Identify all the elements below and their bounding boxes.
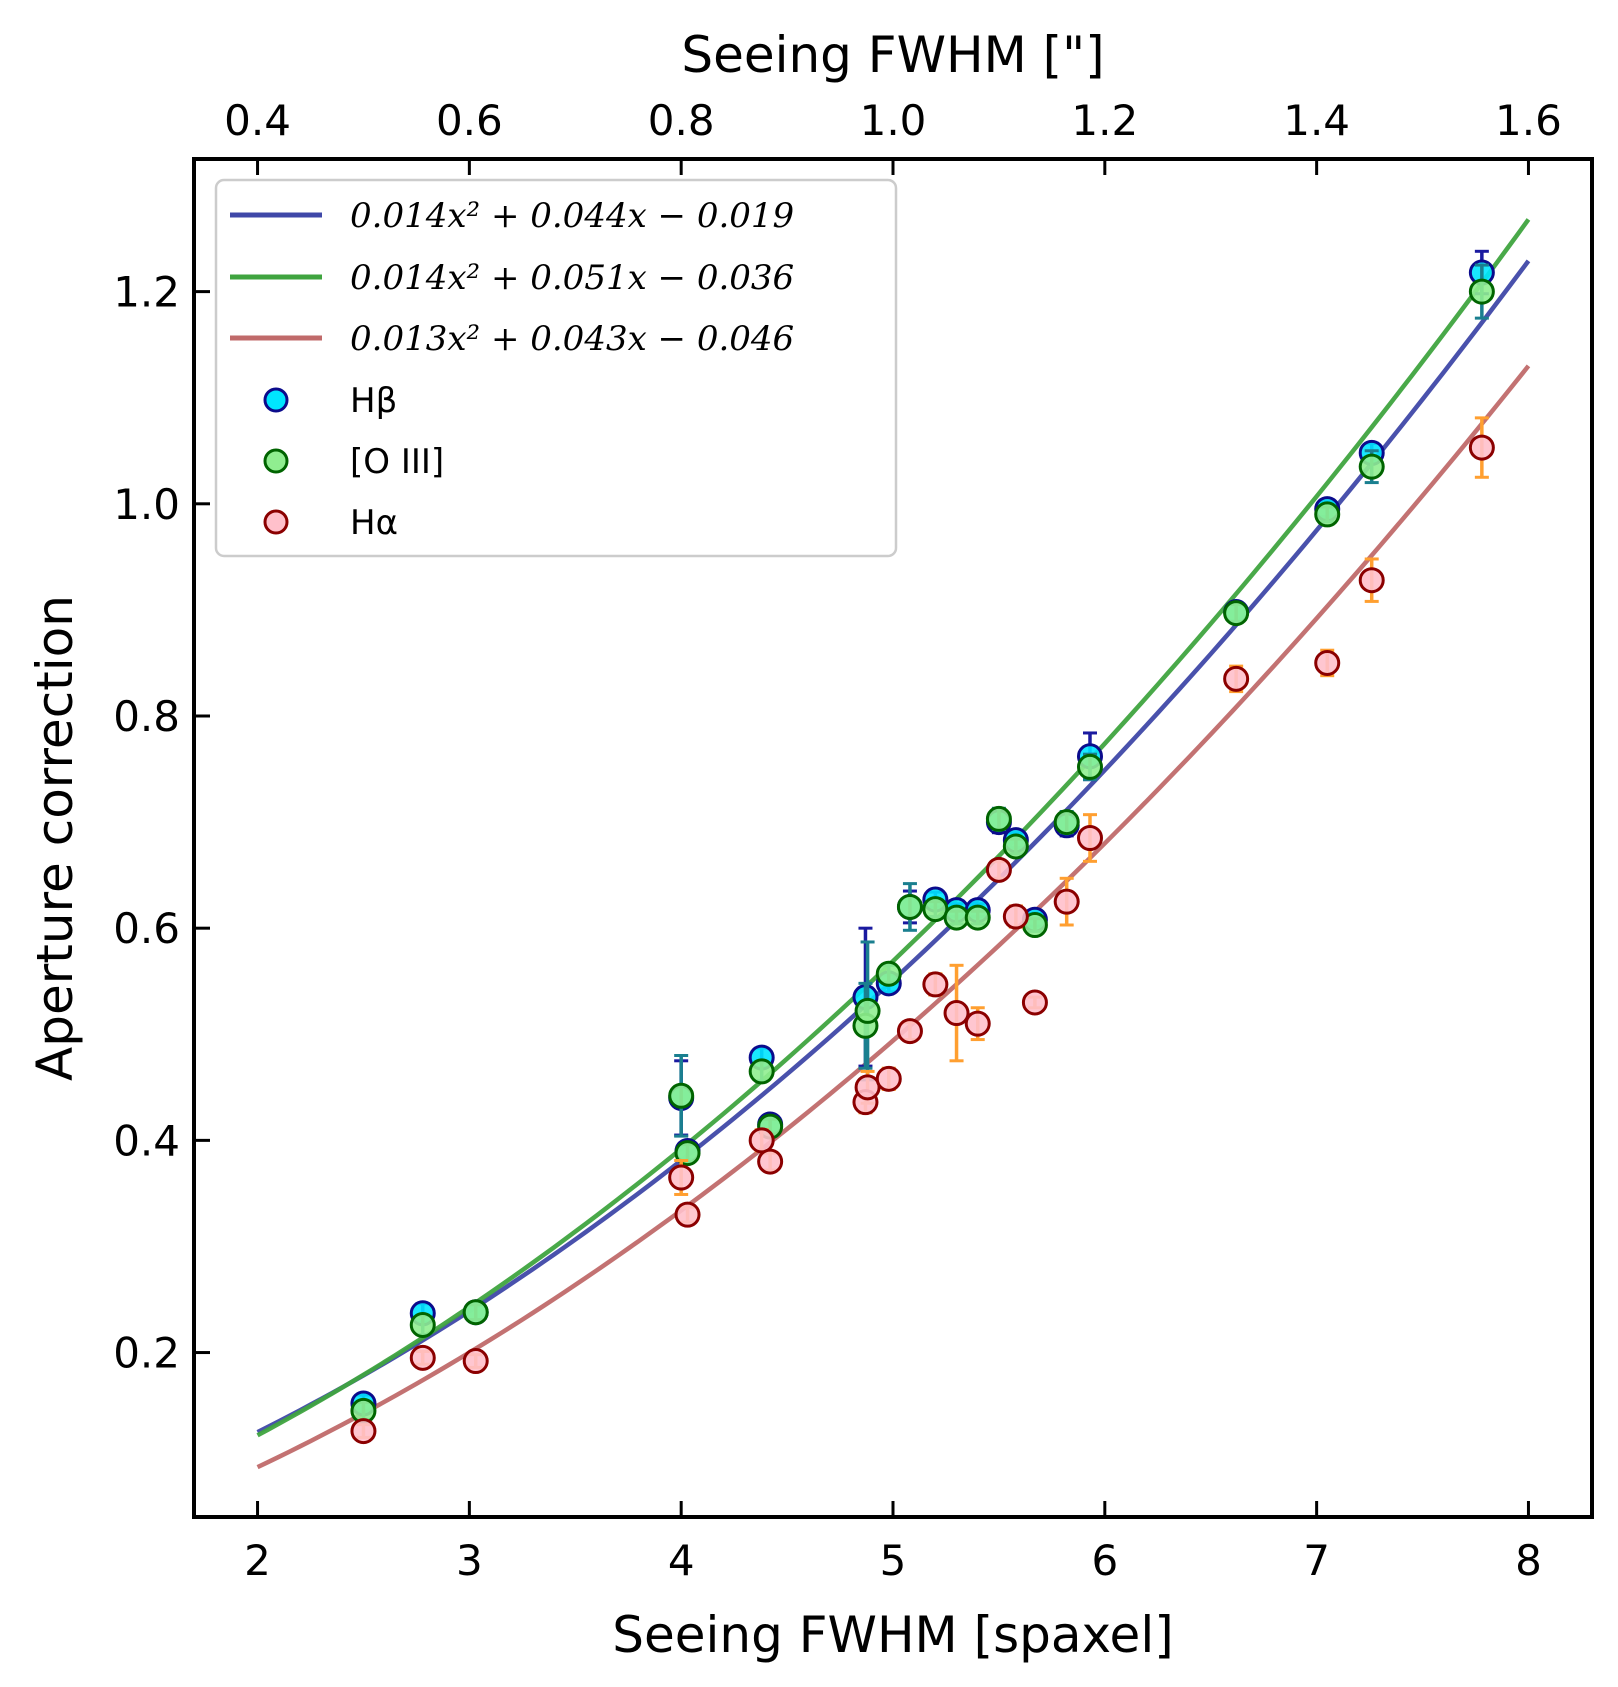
y-tick-label: 1.2 [113,268,180,317]
data-point [462,1299,489,1326]
legend-label-fit-3: 0.013x² + 0.043x − 0.046 [350,319,794,359]
data-point [668,1082,695,1109]
legend-label-fit-2: 0.014x² + 0.051x − 0.036 [350,258,794,298]
series-2 [350,263,1495,1424]
data-point [1358,453,1385,480]
top-x-tick-label: 0.6 [436,96,503,145]
data-point [1468,434,1495,461]
data-point [674,1140,701,1167]
data-point [748,1127,775,1154]
top-x-tick-label: 1.0 [860,96,927,145]
data-point [985,805,1012,832]
series-3 [350,416,1495,1445]
top-x-axis-label: Seeing FWHM ["] [681,26,1104,84]
top-x-tick-label: 0.4 [224,96,291,145]
data-point [875,960,902,987]
x-tick-label: 3 [456,1536,483,1585]
y-tick-label: 1.0 [113,480,180,529]
y-axis-label: Aperture correction [26,595,84,1081]
data-point [757,1148,784,1175]
y-tick-label: 0.4 [113,1116,180,1165]
data-point [1314,501,1341,528]
x-tick-label: 8 [1515,1536,1542,1585]
data-point [922,896,949,923]
data-point [1053,888,1080,915]
axis-ticks: 2 3 4 5 6 7 8 0.2 0.4 0.6 0.8 1.0 1.2 0.4 0.6 0.8 1.0 1.2… [113,96,1562,1585]
top-x-tick-label: 1.2 [1071,96,1138,145]
data-point [1053,809,1080,836]
data-point [1021,989,1048,1016]
data-point [1468,278,1495,305]
data-point [1002,833,1029,860]
data-point [964,904,991,931]
legend-marker-oiii [263,448,289,474]
legend-marker-hbeta [263,387,289,413]
top-x-tick-label: 1.6 [1495,96,1562,145]
y-tick-label: 0.6 [113,904,180,953]
data-point [854,997,881,1024]
data-point [964,1010,991,1037]
data-point [409,1311,436,1338]
legend-box [214,178,898,558]
legend-marker-halpha [263,509,289,535]
x-tick-label: 4 [668,1536,695,1585]
data-point [748,1058,775,1085]
x-axis-label: Seeing FWHM [spaxel] [612,1606,1173,1664]
data-point [1076,753,1103,780]
data-point [1358,567,1385,594]
y-tick-label: 0.8 [113,692,180,741]
top-x-tick-label: 0.8 [648,96,715,145]
top-x-tick-label: 1.4 [1283,96,1350,145]
data-point [943,904,970,931]
legend-label-oiii: [O III] [350,442,444,482]
data-point [985,856,1012,883]
data-point [409,1344,436,1371]
data-point [462,1348,489,1375]
y-tick-label: 0.2 [113,1329,180,1378]
data-point [896,893,923,920]
data-point [854,1074,881,1101]
x-tick-label: 2 [244,1536,271,1585]
data-point [1314,649,1341,676]
data-point [1223,665,1250,692]
plot-frame [192,157,1594,1519]
data-point [674,1201,701,1228]
legend-label-halpha: Hα [350,503,398,543]
x-tick-label: 5 [880,1536,907,1585]
legend-label-hbeta: Hβ [350,381,397,421]
data-point [1223,600,1250,627]
data-point [1076,825,1103,851]
x-tick-label: 6 [1091,1536,1118,1585]
data-point [875,1065,902,1092]
data-point [350,1418,377,1445]
data-point [668,1164,695,1191]
data-point [922,971,949,998]
data-point [896,1018,923,1045]
data-point [1002,903,1029,930]
legend: 0.014x² + 0.044x − 0.019 0.014x² + 0.051… [214,178,898,558]
data-point [943,1000,970,1027]
x-tick-label: 7 [1303,1536,1330,1585]
legend-label-fit-1: 0.014x² + 0.044x − 0.019 [350,196,794,236]
plot-marks [256,218,1531,1470]
